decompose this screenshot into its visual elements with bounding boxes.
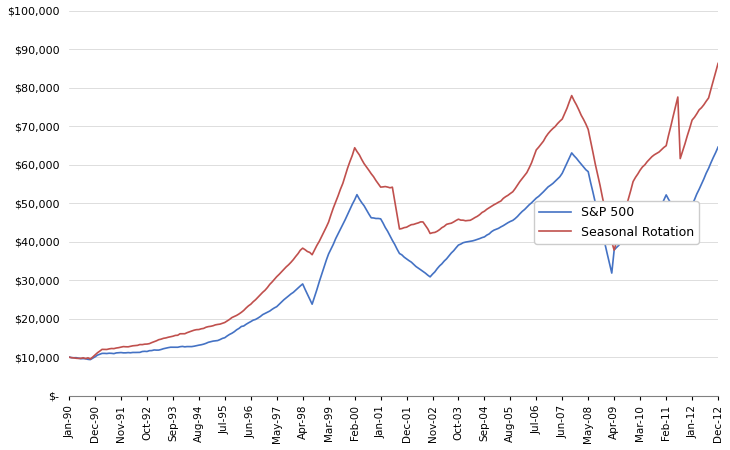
Legend: S&P 500, Seasonal Rotation: S&P 500, Seasonal Rotation — [534, 202, 699, 244]
Line: Seasonal Rotation: Seasonal Rotation — [69, 63, 718, 359]
Line: S&P 500: S&P 500 — [69, 147, 718, 360]
